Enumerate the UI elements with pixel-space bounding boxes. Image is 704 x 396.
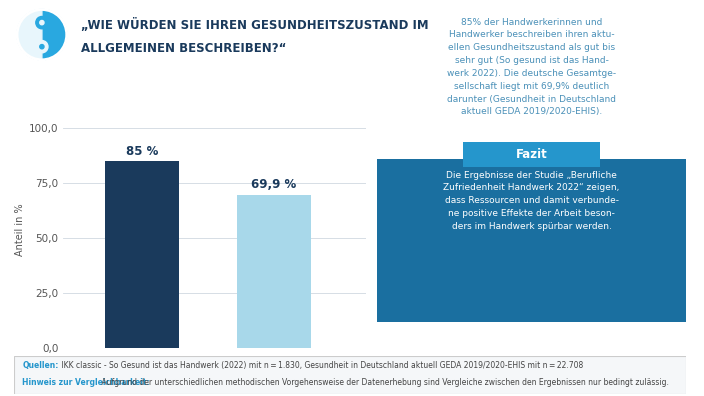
Text: Handwerkerinnen & Handwerker: Handwerkerinnen & Handwerker	[420, 223, 568, 232]
Text: 85% der Handwerkerinnen und
Handwerker beschreiben ihren aktu-
ellen Gesundheits: 85% der Handwerkerinnen und Handwerker b…	[447, 17, 616, 116]
Text: 85 %: 85 %	[126, 145, 158, 158]
Text: ALLGEMEINEN BESCHREIBEN?“: ALLGEMEINEN BESCHREIBEN?“	[81, 42, 287, 55]
Bar	[389, 221, 414, 235]
Text: „WIE WÜRDEN SIE IHREN GESUNDHEITSZUSTAND IM: „WIE WÜRDEN SIE IHREN GESUNDHEITSZUSTAND…	[81, 18, 429, 32]
Bar	[389, 240, 414, 255]
Text: Fazit: Fazit	[515, 148, 548, 161]
Circle shape	[39, 21, 44, 25]
Text: 69,9 %: 69,9 %	[251, 179, 296, 191]
Text: Quellen:: Quellen:	[22, 361, 58, 370]
Wedge shape	[17, 10, 42, 60]
Text: Die Ergebnisse der Studie „Berufliche
Zufriedenheit Handwerk 2022“ zeigen,
dass : Die Ergebnisse der Studie „Berufliche Zu…	[444, 171, 620, 231]
Text: Deutsche Gesamtgesellschaft: Deutsche Gesamtgesellschaft	[420, 243, 555, 252]
Circle shape	[36, 40, 48, 53]
Y-axis label: Anteil in %: Anteil in %	[15, 204, 25, 256]
Text: Hinweis zur Vergleichbarkeit:: Hinweis zur Vergleichbarkeit:	[22, 378, 150, 387]
FancyBboxPatch shape	[377, 159, 686, 322]
Circle shape	[39, 44, 44, 49]
Circle shape	[17, 10, 67, 60]
FancyBboxPatch shape	[14, 356, 686, 394]
FancyBboxPatch shape	[463, 142, 600, 167]
Text: IKK classic - So Gesund ist das Handwerk (2022) mit n = 1.830, Gesundheit in Deu: IKK classic - So Gesund ist das Handwerk…	[59, 361, 584, 370]
Circle shape	[36, 17, 48, 29]
Bar	[237, 195, 310, 348]
Text: Aufgrund der unterschiedlichen methodischen Vorgehensweise der Datenerhebung sin: Aufgrund der unterschiedlichen methodisc…	[99, 378, 670, 387]
Bar	[106, 162, 180, 348]
